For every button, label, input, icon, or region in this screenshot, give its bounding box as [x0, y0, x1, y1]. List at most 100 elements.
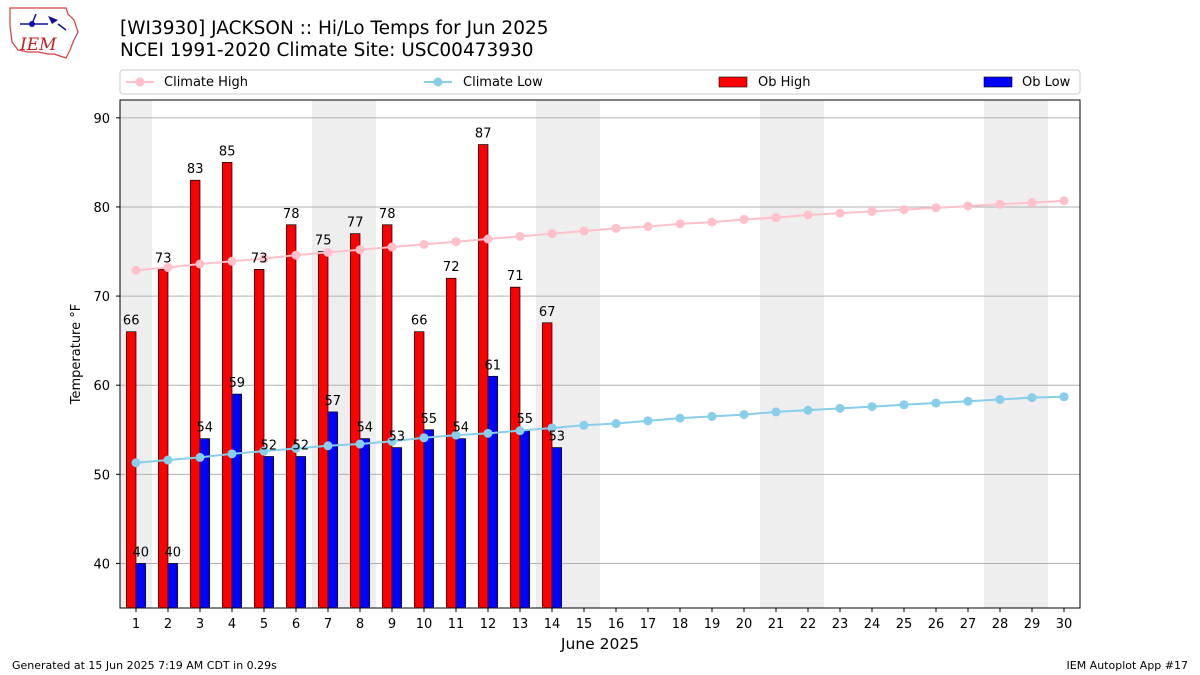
- ob-high-bar-day-6: [286, 224, 297, 609]
- ob-low-bar-day-8: [359, 438, 370, 609]
- ob-low-label-day-13: 55: [517, 412, 534, 427]
- ob-low-label-day-5: 52: [261, 438, 278, 453]
- climate-low-point-day-2: [163, 455, 173, 465]
- ob-low-bar-day-1: [135, 563, 146, 609]
- climate-high-point-day-25: [899, 205, 909, 215]
- climate-low-point-day-13: [515, 426, 525, 436]
- ob-high-label-day-3: 83: [187, 162, 204, 177]
- x-tick-label-19: 19: [704, 617, 721, 632]
- ob-high-bar-day-12: [478, 144, 489, 609]
- ob-low-bar-day-13: [519, 429, 530, 609]
- y-tick-label-90: 90: [93, 112, 110, 127]
- ob-high-bar-day-10: [414, 331, 425, 609]
- climate-high-point-day-12: [483, 234, 493, 244]
- climate-high-point-day-3: [195, 259, 205, 269]
- x-tick-label-20: 20: [736, 617, 753, 632]
- x-tick-label-6: 6: [292, 617, 300, 632]
- ob-low-bar-day-3: [199, 438, 210, 609]
- climate-high-point-day-6: [291, 250, 301, 260]
- ob-high-label-day-1: 66: [123, 314, 140, 329]
- climate-low-point-day-7: [323, 441, 333, 451]
- climate-low-point-day-16: [611, 419, 621, 429]
- x-tick-label-11: 11: [448, 617, 465, 632]
- climate-low-point-day-11: [451, 430, 461, 440]
- ob-low-label-day-4: 59: [229, 376, 246, 391]
- climate-high-point-day-16: [611, 223, 621, 233]
- y-tick-label-80: 80: [93, 201, 110, 216]
- climate-high-point-day-11: [451, 237, 461, 247]
- climate-low-point-day-27: [963, 396, 973, 406]
- climate-low-point-day-15: [579, 420, 589, 430]
- x-tick-label-2: 2: [164, 617, 172, 632]
- x-tick-label-28: 28: [992, 617, 1009, 632]
- ob-high-label-day-12: 87: [475, 127, 492, 142]
- ob-high-label-day-10: 66: [411, 314, 428, 329]
- legend-frame: [119, 69, 1081, 95]
- climate-high-point-day-8: [355, 245, 365, 255]
- ob-high-bar-day-7: [318, 251, 329, 609]
- climate-high-line: [135, 199, 1065, 272]
- x-tick-label-21: 21: [768, 617, 785, 632]
- climate-low-line: [135, 395, 1065, 464]
- climate-high-point-day-4: [227, 256, 237, 266]
- climate-low-point-day-18: [675, 413, 685, 423]
- climate-high-point-day-30: [1059, 196, 1069, 206]
- climate-high-point-day-9: [387, 242, 397, 252]
- climate-low-point-day-17: [643, 416, 653, 426]
- climate-high-point-day-23: [835, 208, 845, 218]
- climate-high-point-day-27: [963, 201, 973, 211]
- x-tick-label-17: 17: [640, 617, 657, 632]
- x-tick-label-14: 14: [544, 617, 561, 632]
- climate-low-point-day-1: [131, 458, 141, 468]
- climate-low-point-day-6: [291, 443, 301, 453]
- climate-high-point-day-2: [163, 263, 173, 273]
- ob-low-label-day-3: 54: [197, 421, 214, 436]
- ob-low-label-day-8: 54: [357, 421, 374, 436]
- climate-low-point-day-23: [835, 403, 845, 413]
- ob-high-label-day-7: 75: [315, 234, 332, 249]
- weekend-shade-day-21: [760, 100, 792, 608]
- x-tick-label-5: 5: [260, 617, 268, 632]
- legend-climate-high-label: Climate High: [164, 75, 248, 90]
- climate-high-point-day-28: [995, 199, 1005, 209]
- climate-low-point-day-4: [227, 449, 237, 459]
- x-tick-label-25: 25: [896, 617, 913, 632]
- x-tick-label-30: 30: [1056, 617, 1073, 632]
- legend-climate-low-label: Climate Low: [463, 75, 543, 90]
- y-tick-label-50: 50: [93, 468, 110, 483]
- ob-high-label-day-9: 78: [379, 207, 396, 222]
- ob-low-label-day-12: 61: [485, 358, 502, 373]
- climate-high-point-day-13: [515, 231, 525, 241]
- climate-high-point-day-20: [739, 214, 749, 224]
- ob-high-bar-day-13: [510, 286, 521, 609]
- ob-low-label-day-7: 57: [325, 394, 342, 409]
- y-axis-label: Temperature °F: [69, 304, 84, 405]
- ob-high-bar-day-9: [382, 224, 393, 609]
- climate-low-point-day-14: [547, 423, 557, 433]
- weather-station-icon: [20, 13, 67, 31]
- x-tick-label-3: 3: [196, 617, 204, 632]
- ob-high-bar-day-1: [126, 331, 137, 609]
- climate-high-point-day-22: [803, 210, 813, 220]
- climate-low-point-day-22: [803, 405, 813, 415]
- ob-low-bar-day-2: [167, 563, 178, 609]
- ob-low-label-day-14: 53: [549, 430, 566, 445]
- legend-climate-low: Climate Low: [424, 75, 543, 90]
- weekend-shade-day-22: [792, 100, 824, 608]
- climate-high-point-day-19: [707, 217, 717, 227]
- climate-high-point-day-7: [323, 247, 333, 257]
- ob-high-label-day-8: 77: [347, 216, 364, 231]
- climate-low-point-day-29: [1027, 393, 1037, 403]
- climate-low-point-day-10: [419, 433, 429, 443]
- x-tick-label-13: 13: [512, 617, 529, 632]
- climate-low-point-day-9: [387, 436, 397, 446]
- climate-high-point-day-24: [867, 206, 877, 216]
- y-tick-label-60: 60: [93, 379, 110, 394]
- x-tick-label-29: 29: [1024, 617, 1041, 632]
- ob-high-label-day-6: 78: [283, 207, 300, 222]
- ob-high-label-day-13: 71: [507, 269, 524, 284]
- climate-low-point-day-30: [1059, 392, 1069, 402]
- ob-low-bar-day-6: [295, 456, 306, 609]
- x-tick-label-15: 15: [576, 617, 593, 632]
- climate-high-point-day-10: [419, 239, 429, 249]
